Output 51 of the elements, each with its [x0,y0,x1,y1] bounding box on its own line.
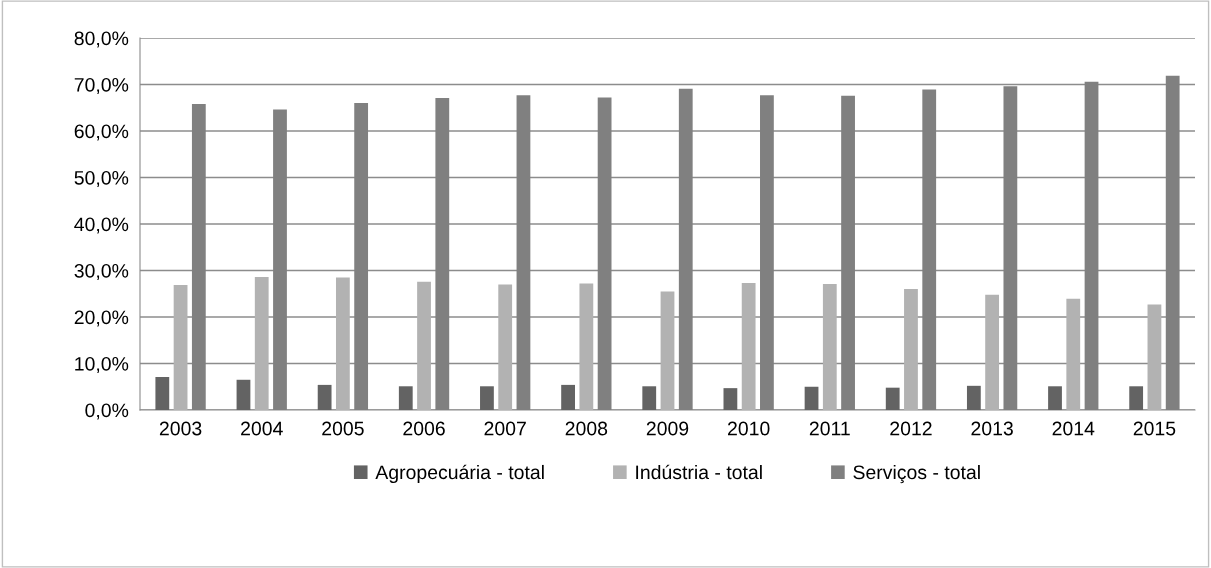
y-tick-label: 60,0% [74,124,129,141]
bar [236,379,251,410]
legend-label: Serviços - total [853,464,980,484]
bar [317,384,332,410]
bar [417,281,431,410]
bar [579,283,594,410]
x-tick-label: 2012 [890,421,932,436]
y-tick-label: 80,0% [74,31,129,48]
x-tick-label: 2013 [971,421,1013,436]
x-tick-label: 2004 [241,421,283,436]
bar [480,386,494,410]
bar [741,283,756,410]
x-tick-label: 2003 [159,421,202,436]
bar [660,291,675,410]
bar [642,386,657,410]
bar [155,376,170,410]
x-tick-label: 2011 [809,421,850,436]
bar [1129,386,1144,410]
bar [173,284,188,410]
x-tick-label: 2015 [1133,421,1176,436]
y-tick-label: 40,0% [74,217,129,234]
bar [398,386,413,410]
bar [1147,304,1162,410]
y-tick-label: 50,0% [74,170,129,188]
bar [822,283,837,410]
x-tick-label: 2005 [322,421,364,436]
y-tick-label: 70,0% [74,77,129,95]
bar [966,385,981,410]
bar [885,387,900,410]
bar [498,284,513,410]
x-tick-label: 2014 [1052,421,1095,436]
x-tick-label: 2008 [565,421,608,436]
bar [561,384,575,410]
bar [904,289,918,410]
y-tick-label: 10,0% [75,356,129,374]
bar [985,294,1000,410]
legend-label: Agropecuária - total [375,464,544,484]
x-tick-label: 2007 [484,421,526,436]
y-tick-label: 0,0% [85,403,129,420]
y-tick-label: 20,0% [74,310,129,327]
bar [254,277,269,410]
bar [804,386,819,410]
bar [335,277,350,410]
x-tick-label: 2010 [728,421,770,436]
bar [723,388,738,410]
legend-label: Indústria - total [636,464,762,480]
bar [1066,298,1081,410]
y-tick-label: 30,0% [74,263,129,281]
bar [1048,386,1062,410]
x-tick-label: 2009 [646,421,689,436]
x-tick-label: 2006 [403,421,445,436]
